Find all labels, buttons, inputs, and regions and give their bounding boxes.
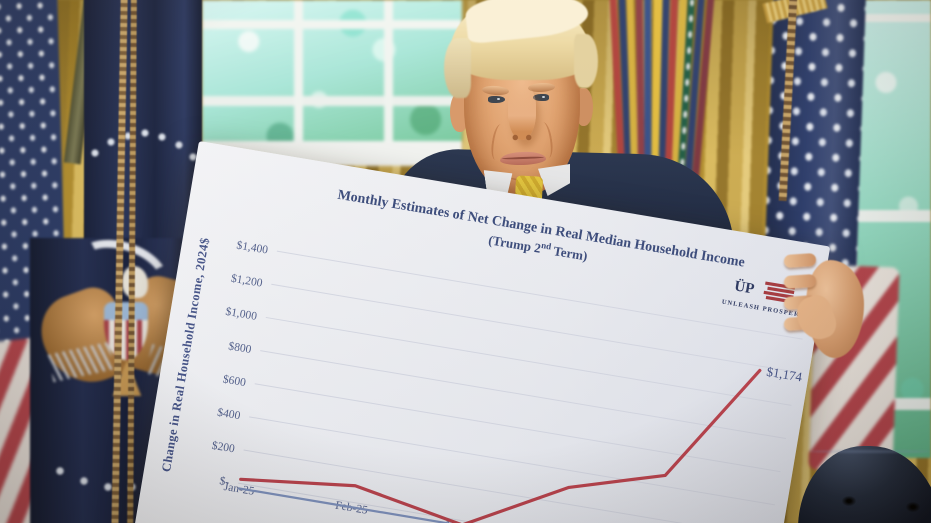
y-tick-label: $800 bbox=[228, 339, 253, 356]
gridlines bbox=[237, 250, 803, 523]
hair-side-left bbox=[444, 38, 471, 98]
seal-shield bbox=[104, 302, 148, 360]
nostrils bbox=[510, 134, 534, 141]
sofa-tuft-button bbox=[842, 496, 856, 506]
window-muntin bbox=[202, 20, 462, 29]
data-label-group: $1,174 bbox=[766, 364, 804, 385]
window-muntin bbox=[384, 0, 393, 141]
eagle-head bbox=[122, 266, 148, 298]
window-muntin bbox=[294, 0, 303, 141]
window-muntin bbox=[836, 14, 931, 22]
mouth bbox=[499, 151, 547, 166]
nose bbox=[508, 86, 536, 140]
sofa-tuft-button bbox=[906, 502, 920, 512]
window-muntin bbox=[836, 210, 931, 222]
grid-line bbox=[254, 383, 781, 473]
series-line bbox=[239, 368, 762, 523]
y-tick-label: $400 bbox=[216, 406, 241, 423]
finger bbox=[783, 252, 817, 269]
grid-line bbox=[237, 482, 764, 523]
income-chart: Monthly Estimates of Net Change in Real … bbox=[159, 188, 815, 523]
ear-left bbox=[450, 92, 468, 132]
y-tick-label: $1,200 bbox=[230, 272, 264, 290]
eye-left bbox=[488, 96, 505, 103]
y-tick-label: $- bbox=[219, 474, 231, 488]
endpoint-data-label: $1,174 bbox=[766, 364, 804, 385]
eye-right bbox=[533, 94, 549, 101]
chart-poster-board: Monthly Estimates of Net Change in Real … bbox=[128, 141, 831, 523]
finger bbox=[783, 273, 817, 290]
ear-right bbox=[576, 88, 593, 126]
grid-line bbox=[249, 416, 775, 506]
series-line bbox=[238, 487, 728, 523]
y-tick-label: $200 bbox=[211, 439, 236, 456]
y-tick-label: $600 bbox=[222, 373, 247, 390]
grid-line bbox=[260, 350, 787, 440]
grid-line bbox=[271, 283, 798, 373]
hair-side-right bbox=[574, 34, 598, 88]
presidential-seal-eagle bbox=[30, 228, 223, 468]
x-tick-label: Mar-25 bbox=[444, 518, 480, 523]
data-series-lines bbox=[238, 368, 762, 523]
sofa-highlight bbox=[809, 450, 931, 453]
grid-line bbox=[243, 449, 770, 523]
eyebrow-left bbox=[481, 85, 510, 96]
hand-gripping-poster bbox=[783, 242, 870, 376]
y-tick-label: $1,000 bbox=[225, 305, 259, 323]
y-tick-label: $1,400 bbox=[236, 239, 270, 257]
logo-mark: ÜP bbox=[733, 277, 756, 297]
presidential-flag-stars-top bbox=[88, 126, 198, 174]
grid-line bbox=[265, 316, 792, 406]
president-figure bbox=[380, 0, 737, 335]
window-muntin bbox=[202, 96, 462, 106]
grid-line bbox=[276, 250, 803, 340]
